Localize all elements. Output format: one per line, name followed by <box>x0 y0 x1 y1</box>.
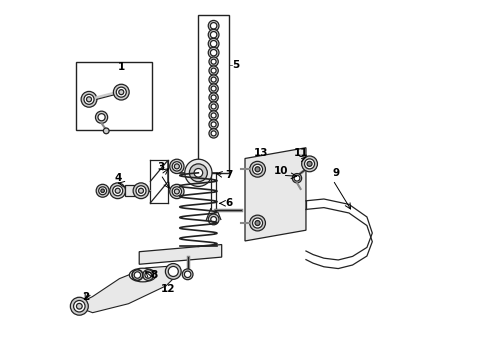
Circle shape <box>87 97 92 102</box>
Circle shape <box>208 30 219 40</box>
Circle shape <box>103 128 109 134</box>
Polygon shape <box>139 244 221 264</box>
Circle shape <box>255 167 260 172</box>
Circle shape <box>209 129 218 138</box>
Circle shape <box>209 102 218 111</box>
Circle shape <box>184 271 191 278</box>
Circle shape <box>133 183 149 199</box>
Circle shape <box>168 266 178 276</box>
Bar <box>125 185 137 196</box>
Circle shape <box>208 47 219 58</box>
Circle shape <box>194 168 203 177</box>
Circle shape <box>255 221 260 226</box>
Circle shape <box>170 159 184 174</box>
Circle shape <box>304 159 315 169</box>
Circle shape <box>182 269 193 280</box>
Circle shape <box>139 188 144 193</box>
Circle shape <box>302 156 318 172</box>
Circle shape <box>293 174 302 183</box>
Circle shape <box>211 86 216 91</box>
Circle shape <box>209 57 218 66</box>
Circle shape <box>174 189 179 194</box>
Circle shape <box>211 68 216 73</box>
Circle shape <box>119 90 124 95</box>
Circle shape <box>211 77 216 82</box>
Bar <box>76 62 152 130</box>
Ellipse shape <box>129 268 156 282</box>
Text: 8: 8 <box>150 270 157 280</box>
Circle shape <box>134 272 141 278</box>
Circle shape <box>145 272 151 278</box>
Text: 10: 10 <box>273 166 288 176</box>
Text: 6: 6 <box>225 198 232 208</box>
Circle shape <box>101 189 104 193</box>
Text: 9: 9 <box>333 168 340 178</box>
Circle shape <box>136 186 146 196</box>
Circle shape <box>96 111 108 123</box>
Circle shape <box>250 215 266 231</box>
Text: 2: 2 <box>82 292 89 302</box>
Circle shape <box>211 59 216 64</box>
Circle shape <box>208 214 219 225</box>
Circle shape <box>170 184 184 199</box>
Circle shape <box>172 187 181 196</box>
Circle shape <box>190 164 207 182</box>
Circle shape <box>209 93 218 102</box>
Polygon shape <box>78 266 177 313</box>
Circle shape <box>172 162 181 171</box>
Circle shape <box>209 120 218 129</box>
Circle shape <box>250 161 266 177</box>
Circle shape <box>210 23 217 29</box>
Circle shape <box>166 264 181 279</box>
Circle shape <box>209 84 218 93</box>
Circle shape <box>132 270 143 280</box>
Circle shape <box>113 84 129 100</box>
Circle shape <box>210 49 217 56</box>
Circle shape <box>209 111 218 120</box>
Circle shape <box>71 297 88 315</box>
Text: 5: 5 <box>232 60 240 70</box>
Circle shape <box>209 75 218 84</box>
Circle shape <box>208 39 219 49</box>
Circle shape <box>113 186 122 196</box>
Text: 3: 3 <box>157 162 164 172</box>
Circle shape <box>143 270 153 280</box>
Circle shape <box>110 183 125 199</box>
Circle shape <box>210 41 217 47</box>
Circle shape <box>74 301 85 312</box>
Polygon shape <box>245 148 306 241</box>
Circle shape <box>116 87 126 97</box>
Circle shape <box>115 188 120 193</box>
Circle shape <box>211 95 216 100</box>
Circle shape <box>185 159 212 186</box>
Circle shape <box>81 91 97 107</box>
Circle shape <box>76 303 82 309</box>
Bar <box>198 15 229 173</box>
Circle shape <box>211 217 217 222</box>
Circle shape <box>98 114 105 121</box>
Circle shape <box>84 94 94 104</box>
Text: 4: 4 <box>114 173 122 183</box>
Circle shape <box>208 21 219 31</box>
Circle shape <box>96 184 109 197</box>
Text: 12: 12 <box>161 284 175 294</box>
Text: 1: 1 <box>118 62 125 72</box>
Circle shape <box>211 113 216 118</box>
Circle shape <box>98 187 107 195</box>
Text: 7: 7 <box>225 170 233 180</box>
Circle shape <box>209 66 218 75</box>
Circle shape <box>211 131 216 136</box>
Circle shape <box>211 104 216 109</box>
Circle shape <box>294 175 300 181</box>
Circle shape <box>210 32 217 38</box>
Circle shape <box>252 164 263 174</box>
Text: 11: 11 <box>294 148 308 158</box>
Circle shape <box>174 164 179 169</box>
Text: 13: 13 <box>254 148 269 158</box>
Circle shape <box>252 218 263 228</box>
Circle shape <box>307 161 312 166</box>
Circle shape <box>211 122 216 127</box>
